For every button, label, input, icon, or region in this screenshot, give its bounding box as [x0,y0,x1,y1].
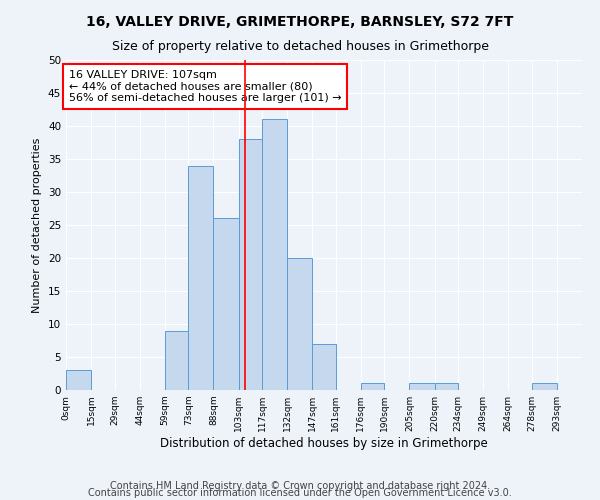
Bar [165,330,188,390]
Text: 16 VALLEY DRIVE: 107sqm
← 44% of detached houses are smaller (80)
56% of semi-de: 16 VALLEY DRIVE: 107sqm ← 44% of detache… [68,70,341,103]
Text: Size of property relative to detached houses in Grimethorpe: Size of property relative to detached ho… [112,40,488,53]
Bar [239,139,262,390]
Text: Contains HM Land Registry data © Crown copyright and database right 2024.: Contains HM Land Registry data © Crown c… [110,481,490,491]
Bar [312,344,336,390]
Bar [361,384,385,390]
X-axis label: Distribution of detached houses by size in Grimethorpe: Distribution of detached houses by size … [160,437,488,450]
Text: 16, VALLEY DRIVE, GRIMETHORPE, BARNSLEY, S72 7FT: 16, VALLEY DRIVE, GRIMETHORPE, BARNSLEY,… [86,15,514,29]
Bar [214,218,239,390]
Y-axis label: Number of detached properties: Number of detached properties [32,138,43,312]
Bar [66,370,91,390]
Bar [532,384,557,390]
Text: Contains public sector information licensed under the Open Government Licence v3: Contains public sector information licen… [88,488,512,498]
Bar [287,258,312,390]
Bar [188,166,214,390]
Bar [262,120,287,390]
Bar [409,384,434,390]
Bar [434,384,458,390]
